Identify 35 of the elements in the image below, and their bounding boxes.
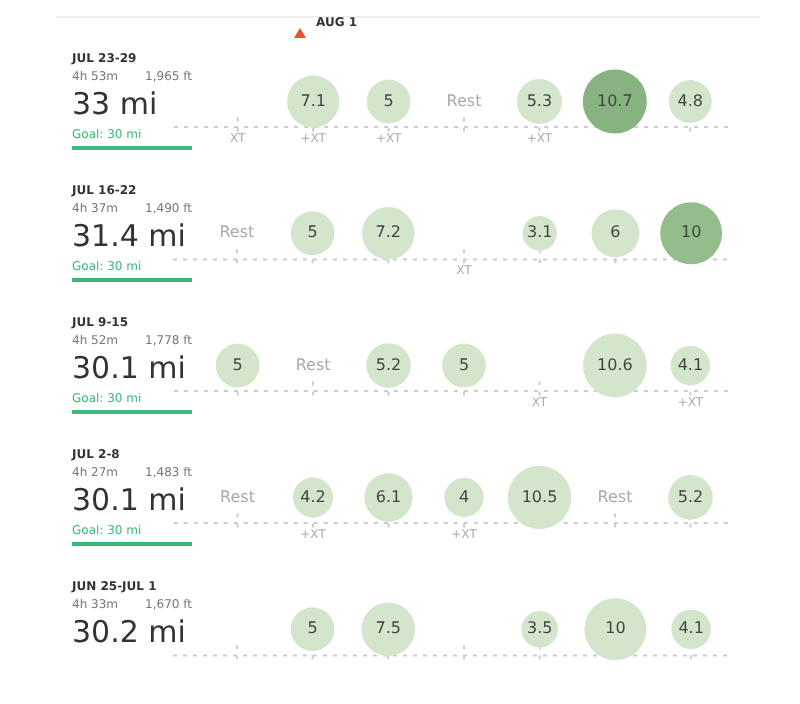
data-label: 5.3 bbox=[526, 91, 553, 110]
data-label: 4.8 bbox=[677, 91, 703, 110]
data-label: 5 bbox=[307, 223, 318, 242]
data-label: Rest bbox=[219, 223, 255, 242]
data-label: 4 bbox=[458, 487, 470, 506]
data-label: 4.1 bbox=[677, 355, 704, 374]
data-label: 4.1 bbox=[678, 619, 704, 638]
data-label: 6.1 bbox=[375, 487, 402, 506]
data-label: 5.2 bbox=[375, 355, 402, 374]
data-label: 5 bbox=[232, 355, 243, 374]
data-label: 7.1 bbox=[300, 91, 326, 110]
data-label: 3.5 bbox=[526, 619, 553, 638]
data-label: 10 bbox=[680, 223, 702, 242]
data-label: Rest bbox=[446, 91, 482, 110]
data-label: Rest bbox=[597, 487, 633, 506]
data-label: 7.5 bbox=[375, 619, 402, 638]
data-label: 4.2 bbox=[300, 487, 326, 506]
text: 30.1 mi bbox=[72, 350, 188, 386]
data-label: 10.5 bbox=[521, 487, 558, 506]
data-label: 5 bbox=[383, 91, 394, 110]
text: 30.2 mi bbox=[72, 614, 188, 650]
data-label: 5 bbox=[307, 619, 318, 638]
text: 30.1 mi bbox=[72, 482, 188, 518]
data-label: 10 bbox=[605, 619, 626, 638]
data-label: Rest bbox=[220, 487, 255, 506]
data-label: Rest bbox=[295, 355, 331, 374]
data-label: 5.2 bbox=[677, 487, 704, 506]
text: 31.4 mi bbox=[72, 218, 188, 254]
data-label: 7.2 bbox=[375, 223, 402, 242]
text: 33 mi bbox=[72, 86, 160, 122]
data-label: 6 bbox=[610, 223, 621, 242]
data-label: 3.1 bbox=[526, 223, 553, 242]
data-label: 5 bbox=[458, 355, 470, 374]
data-label: 10.7 bbox=[597, 91, 633, 110]
data-label: 10.6 bbox=[597, 355, 633, 374]
